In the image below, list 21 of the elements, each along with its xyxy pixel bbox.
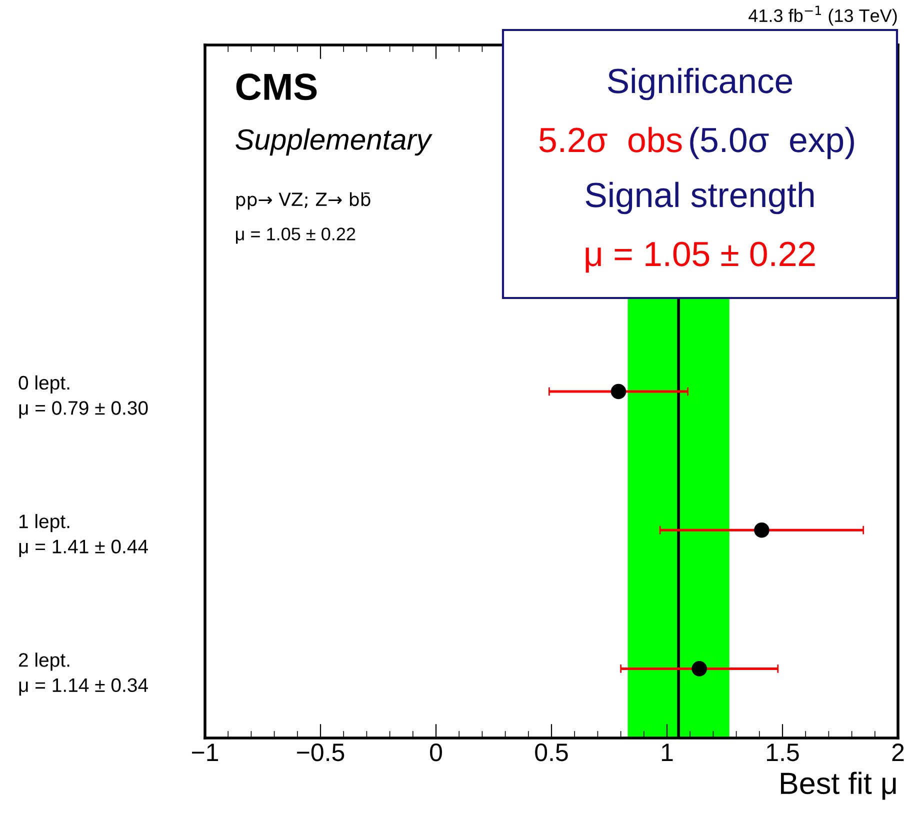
x-tick-label: 2 [892, 744, 904, 761]
x-tick-label: 1.5 [767, 744, 799, 762]
text: 5.2σ obs [539, 126, 682, 152]
y-tick-label: 1 lept. μ = 1.41 ± 0.44 [19, 514, 148, 557]
y-tick-label: 0 lept. μ = 0.79 ± 0.30 [18, 375, 148, 418]
y-tick-label: 2 lept. μ = 1.14 ± 0.34 [18, 652, 148, 696]
text: Supplementary [236, 128, 432, 156]
text: 41.3 fb$^{−1}$ (13 TeV) [748, 6, 897, 26]
text: (5.0σ exp) [690, 126, 854, 160]
x-tick-label: 1 [662, 744, 673, 761]
text: μ = 1.05 ± 0.22 [586, 242, 815, 273]
text: Significance [608, 68, 792, 100]
x-axis-title: Best fit μ [781, 772, 896, 800]
x-tick-label: −0.5 [297, 744, 344, 762]
text: μ = 1.05 ± 0.22 [236, 228, 356, 244]
text: Signal strength [586, 182, 814, 214]
text: CMS [236, 74, 317, 100]
x-tick-label: 0 [430, 744, 442, 762]
x-tick-label: 0.5 [535, 744, 568, 762]
text: pp→ VZ; Z→ bb̄ [236, 192, 370, 210]
x-tick-label: −1 [192, 744, 218, 761]
